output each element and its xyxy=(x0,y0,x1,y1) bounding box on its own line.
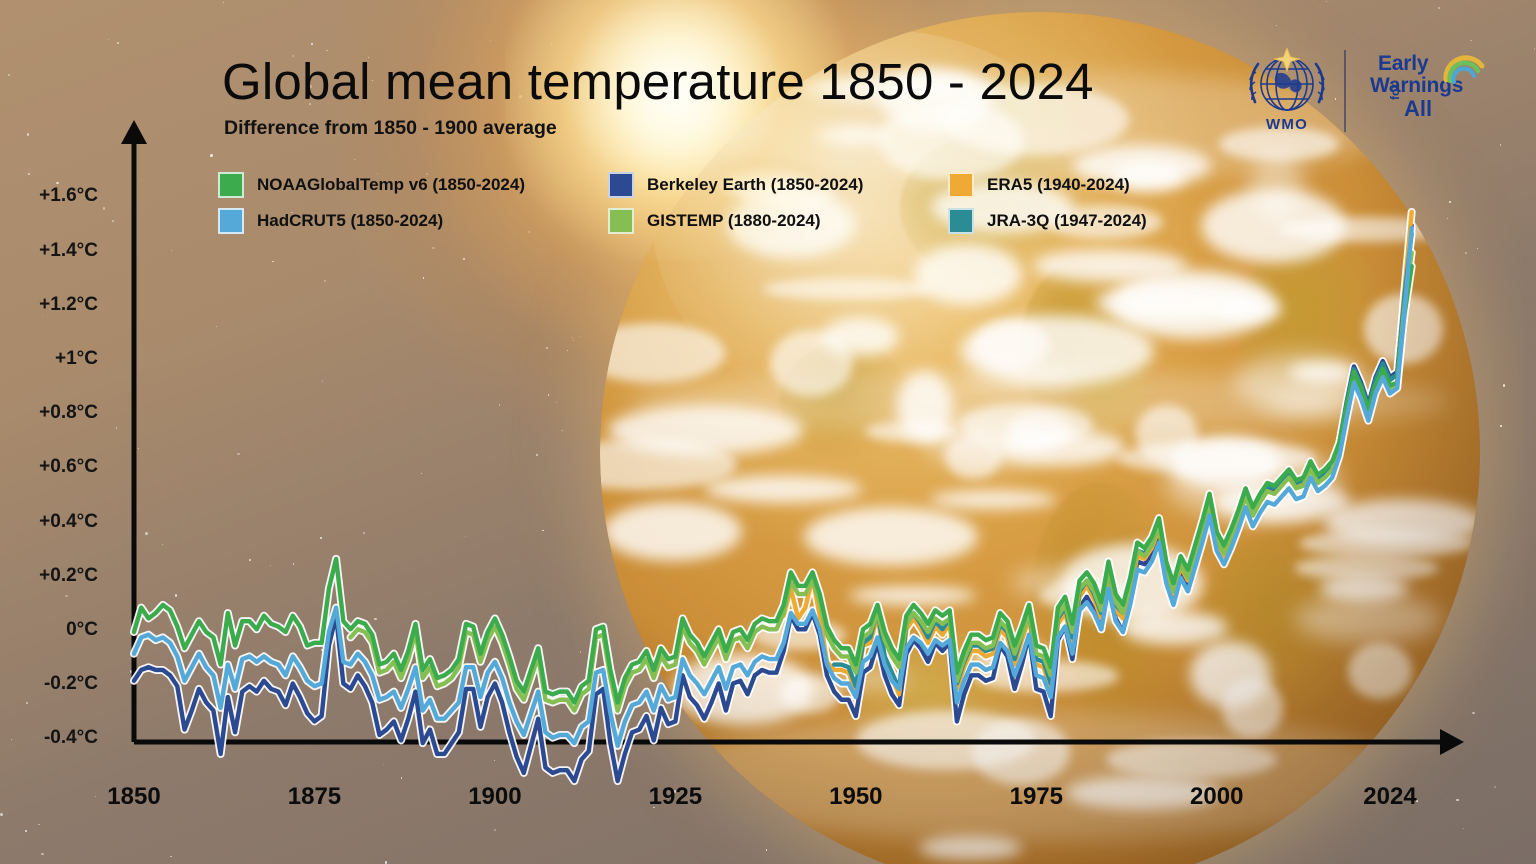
series-line xyxy=(131,226,1414,749)
x-axis-tick-label: 2024 xyxy=(1363,783,1417,810)
series-line xyxy=(131,263,1414,705)
series-line xyxy=(131,223,1414,784)
data-series-group xyxy=(130,207,1416,786)
legend-color-swatch xyxy=(218,172,244,198)
legend-item[interactable]: JRA-3Q (1947-2024) xyxy=(948,208,1147,234)
page-subtitle: Difference from 1850 - 1900 average xyxy=(224,117,557,139)
y-axis-tick-label: +0.2°C xyxy=(39,564,98,586)
legend-label: ERA5 (1940-2024) xyxy=(987,175,1130,194)
x-axis-tick-label: 1875 xyxy=(287,783,342,810)
x-axis-tick-label: 2000 xyxy=(1190,783,1244,810)
legend-item[interactable]: HadCRUT5 (1850-2024) xyxy=(218,208,443,234)
x-axis-tick-label: 1925 xyxy=(648,783,703,810)
x-axis-tick-label: 1950 xyxy=(829,783,883,810)
logo-divider xyxy=(1344,50,1346,132)
legend-color-swatch xyxy=(948,172,974,198)
legend-color-swatch xyxy=(608,172,634,198)
y-axis-tick-label: -0.4°C xyxy=(43,727,98,749)
x-axis-tick-label: 1850 xyxy=(107,783,161,810)
legend-item[interactable]: NOAAGlobalTemp v6 (1850-2024) xyxy=(218,172,525,198)
early-warnings-for-all-logo: Early Warnings for All xyxy=(1370,52,1490,130)
page-title: Global mean temperature 1850 - 2024 xyxy=(222,53,1094,110)
legend-color-swatch xyxy=(608,208,634,234)
ewfa-line1: Early xyxy=(1378,52,1429,75)
y-axis-tick-label: +1.6°C xyxy=(39,185,98,207)
legend: NOAAGlobalTemp v6 (1850-2024) HadCRUT5 (1… xyxy=(218,172,1178,238)
axis-lines xyxy=(121,120,1464,755)
legend-item[interactable]: ERA5 (1940-2024) xyxy=(948,172,1130,198)
sun-core-glow xyxy=(505,0,845,260)
legend-color-swatch xyxy=(218,208,244,234)
y-axis-tick-label: +0.4°C xyxy=(39,510,98,532)
legend-item[interactable]: GISTEMP (1880-2024) xyxy=(608,208,821,234)
rainbow-icon xyxy=(1443,55,1485,84)
y-axis-tick-label: +1.2°C xyxy=(39,293,98,315)
x-axis-tick-label: 1975 xyxy=(1009,783,1063,810)
legend-color-swatch xyxy=(948,208,974,234)
legend-item[interactable]: Berkeley Earth (1850-2024) xyxy=(608,172,863,198)
ewfa-line3-big: All xyxy=(1404,96,1433,121)
legend-label: NOAAGlobalTemp v6 (1850-2024) xyxy=(257,175,525,194)
legend-label: Berkeley Earth (1850-2024) xyxy=(647,175,864,194)
y-axis-tick-label: +1°C xyxy=(55,348,98,369)
wmo-label: WMO xyxy=(1266,116,1308,133)
wmo-logo: WMO xyxy=(1232,48,1342,140)
legend-label: JRA-3Q (1947-2024) xyxy=(987,211,1147,230)
y-axis-tick-label: -0.2°C xyxy=(43,673,98,695)
y-axis-tick-label: +1.4°C xyxy=(39,239,98,261)
ewfa-line2: Warnings xyxy=(1370,74,1464,97)
y-axis-tick-label: +0.6°C xyxy=(39,456,98,478)
y-axis-tick-label: 0°C xyxy=(66,619,98,640)
legend-label: GISTEMP (1880-2024) xyxy=(647,211,821,230)
y-axis-tick-label: +0.8°C xyxy=(39,402,98,424)
x-axis-tick-label: 1900 xyxy=(468,783,522,810)
legend-label: HadCRUT5 (1850-2024) xyxy=(257,211,444,230)
